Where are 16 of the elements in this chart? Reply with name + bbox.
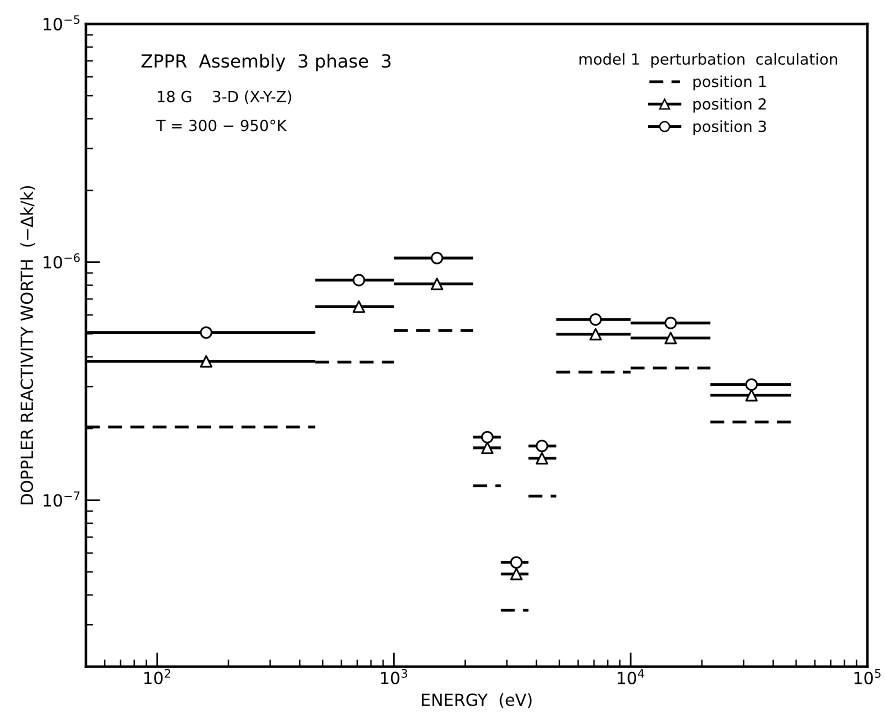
x-tick-label: 10$^{3}$ [381, 669, 408, 684]
y-tick-label: 10$^{−5}$ [44, 15, 80, 30]
legend-label: position 3 [694, 120, 766, 136]
y-tick-label: 10$^{−6}$ [44, 253, 80, 269]
annotation: 18 G 3-D (X-Y-Z) [158, 90, 292, 104]
x-tick-label: 10$^{5}$ [854, 669, 880, 684]
annotation: ZPPR Assembly 3 phase 3 [141, 54, 391, 72]
y-axis-title: DOPPLER REACTIVITY WORTH (−Δk/k) [20, 186, 36, 504]
legend-label: position 1 [694, 75, 766, 90]
x-tick-label: 10$^{2}$ [144, 669, 170, 684]
legend-title: model 1 perturbation calculation [580, 53, 838, 68]
y-tick-label: 10$^{−7}$ [44, 492, 80, 507]
annotation: T = 300 − 950°K [156, 120, 287, 132]
legend-label: position 2 [694, 98, 766, 113]
x-axis-title: ENERGY (eV) [422, 693, 532, 708]
x-tick-label: 10$^{4}$ [618, 669, 644, 684]
